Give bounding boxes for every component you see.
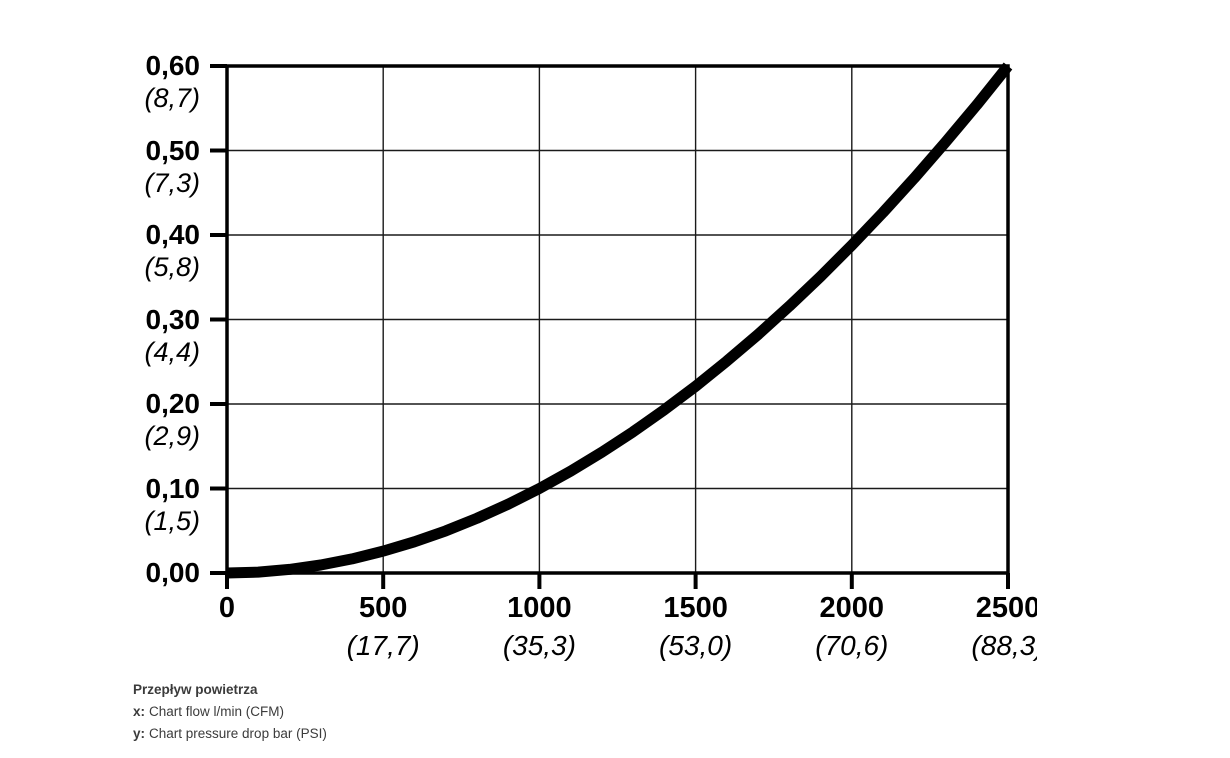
y-axis-tick-sublabel: (2,9) xyxy=(144,421,200,451)
caption-title: Przepływ powietrza xyxy=(133,682,258,697)
chart-svg xyxy=(210,62,1013,589)
y-axis-tick-label: 0,50 xyxy=(145,134,201,166)
y-axis-tick-label: 0,60 xyxy=(145,50,201,81)
x-axis-tick-sublabel: (88,3) xyxy=(971,630,1037,661)
caption-x-label: Chart flow l/min (CFM) xyxy=(149,704,285,719)
x-axis-tick-label: 2500 xyxy=(975,592,1037,624)
x-axis-tick-sublabel: (70,6) xyxy=(815,630,889,661)
caption-y-prefix: y: xyxy=(133,726,146,741)
flow-pressure-curve xyxy=(226,62,1013,579)
chart-container: 0,60 (8,7) 0,50 (7,3) 0,40 (5,8) 0,30 (4,4) 0,20… xyxy=(133,50,1037,745)
x-axis-tick-label: 1000 xyxy=(507,592,572,624)
y-axis-tick-sublabel: (4,4) xyxy=(144,336,200,367)
y-axis-tick-label: 0,00 xyxy=(145,557,201,588)
y-axis-tick-label: 0,10 xyxy=(145,472,201,504)
caption-y-line: y: Chart pressure drop bar (PSI) xyxy=(133,723,327,745)
y-axis-tick-sublabel: (8,7) xyxy=(144,83,200,113)
y-axis-tick-label: 0,40 xyxy=(145,219,201,250)
y-axis-tick-sublabel: (7,3) xyxy=(144,167,200,198)
caption: Przepływ powietrza x: Chart flow l/min (C… xyxy=(133,679,327,745)
x-axis-tick-sublabel: (17,7) xyxy=(346,630,420,661)
x-axis-tick-sublabel: (35,3) xyxy=(502,630,576,661)
x-axis-tick-label: 2000 xyxy=(819,592,885,624)
x-axis-tick-label: 1500 xyxy=(663,592,728,624)
caption-y-label: Chart pressure drop bar (PSI) xyxy=(149,726,327,741)
caption-x-line: x: Chart flow l/min (CFM) xyxy=(133,701,327,723)
y-axis-tick-sublabel: (5,8) xyxy=(144,252,200,282)
x-axis-tick-label: 0 xyxy=(218,592,236,624)
plot-frame xyxy=(225,64,1010,575)
x-axis-tick-label: 500 xyxy=(358,592,408,624)
y-axis-tick-sublabel: (1,5) xyxy=(144,505,200,536)
y-axis-tick-label: 0,30 xyxy=(145,303,201,335)
x-axis-tick-sublabel: (53,0) xyxy=(659,630,733,661)
caption-x-prefix: x: xyxy=(133,704,146,719)
y-axis-tick-label: 0,20 xyxy=(145,388,201,419)
